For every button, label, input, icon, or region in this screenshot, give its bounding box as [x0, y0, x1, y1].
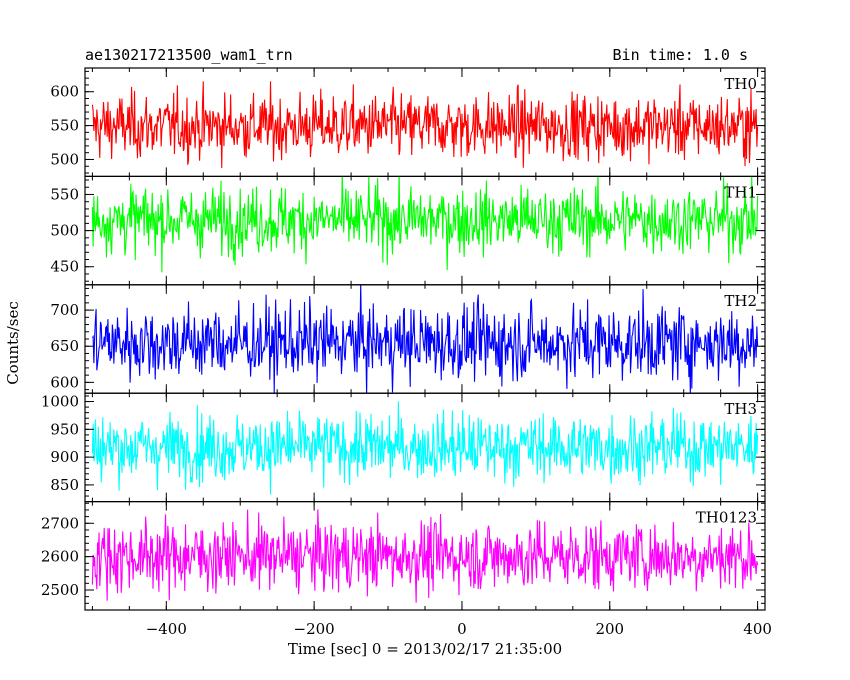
- y-tick-label: 900: [50, 448, 79, 466]
- figure-title: ae130217213500_wam1_trn: [85, 46, 293, 64]
- y-tick-label: 550: [50, 117, 79, 135]
- y-axis-label: Counts/sec: [4, 301, 22, 385]
- series-line-th3: [91, 401, 759, 495]
- y-tick-label: 450: [50, 258, 79, 276]
- series-line-th1: [91, 176, 759, 273]
- y-tick-label: 600: [50, 83, 79, 101]
- y-tick-label: 2500: [41, 581, 79, 599]
- y-tick-label: 2700: [41, 514, 79, 532]
- y-tick-label: 850: [50, 476, 79, 494]
- panel-frame: [84, 175, 766, 286]
- series-line-th0123: [91, 509, 759, 603]
- series-line-th2: [91, 284, 759, 394]
- x-tick-label: 200: [595, 620, 624, 638]
- y-tick-label: 550: [50, 185, 79, 203]
- x-tick-label: −400: [146, 620, 187, 638]
- y-tick-label: 700: [50, 301, 79, 319]
- x-axis-label: Time [sec] 0 = 2013/02/17 21:35:00: [288, 640, 562, 658]
- y-tick-label: 1000: [41, 393, 79, 411]
- panel-th2: 600 650 700 TH2: [50, 284, 766, 394]
- panel-label: TH2: [724, 292, 757, 310]
- panel-label: TH0: [724, 75, 757, 93]
- series-line-th0: [91, 81, 759, 168]
- panel-label: TH0123: [696, 509, 757, 527]
- x-tick-label: −200: [294, 620, 335, 638]
- y-tick-label: 950: [50, 420, 79, 438]
- panel-th0: 500 550 600 TH0: [50, 67, 766, 178]
- y-tick-label: 500: [50, 222, 79, 240]
- panel-th0123: 2500 2600 2700 TH0123: [41, 501, 766, 611]
- panel-th3: 850 900 950 1000 TH3: [41, 393, 766, 503]
- y-tick-label: 650: [50, 337, 79, 355]
- panel-stack: 500 550 600 TH0 450 500 550 TH1 600 650 700 TH2 850 9…: [41, 67, 766, 611]
- x-tick-label: 400: [743, 620, 772, 638]
- x-axis: −400 −200 0 200 400: [146, 620, 772, 638]
- panel-th1: 450 500 550 TH1: [50, 175, 766, 286]
- y-tick-label: 500: [50, 150, 79, 168]
- y-tick-label: 2600: [41, 548, 79, 566]
- panel-label: TH1: [724, 183, 757, 201]
- x-tick-label: 0: [457, 620, 467, 638]
- bin-time-label: Bin time: 1.0 s: [613, 46, 748, 64]
- y-tick-label: 600: [50, 373, 79, 391]
- panel-label: TH3: [724, 400, 757, 418]
